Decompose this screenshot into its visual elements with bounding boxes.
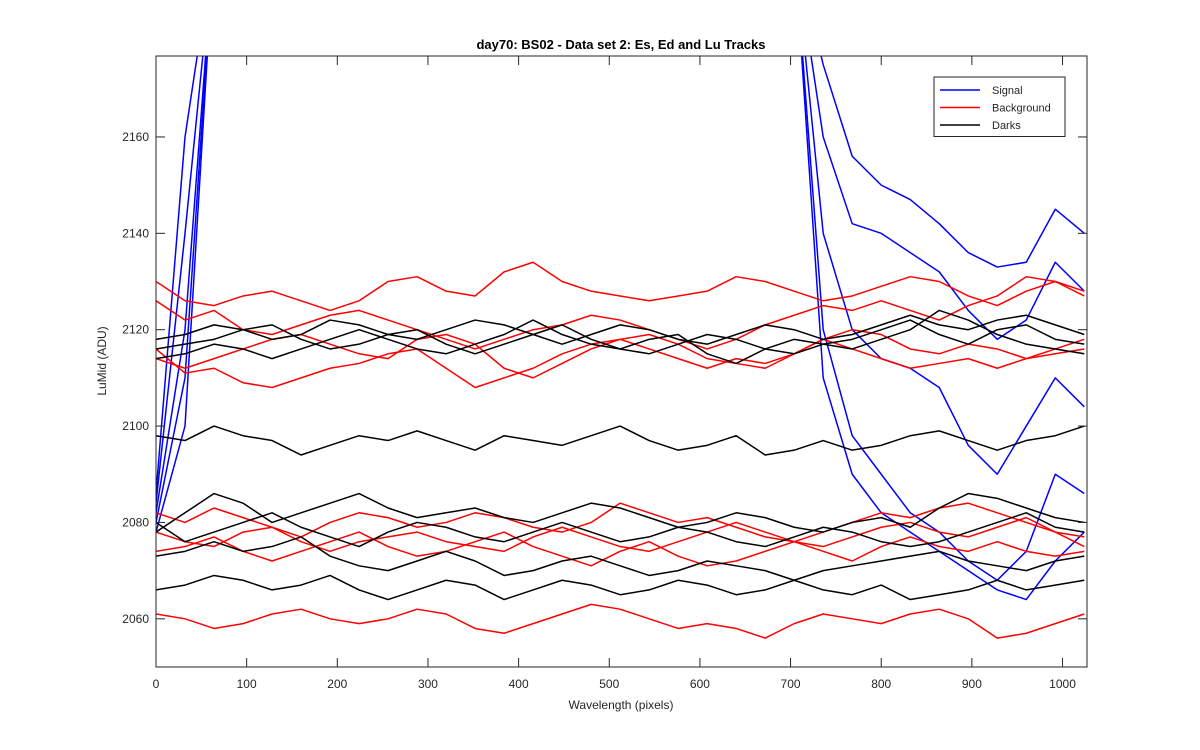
- x-tick-label: 300: [418, 677, 438, 691]
- legend-label: Background: [992, 103, 1051, 115]
- series-line: [156, 603, 1085, 639]
- axes-box: [155, 55, 1088, 668]
- series-line: [156, 314, 1085, 345]
- y-tick-label: 2160: [122, 130, 149, 144]
- y-axis-label: LuMid (ADU): [95, 326, 109, 395]
- x-tick-label: 800: [871, 677, 891, 691]
- series-line: [156, 56, 1085, 494]
- x-tick-label: 200: [327, 677, 347, 691]
- series-line: [156, 536, 1085, 582]
- x-tick-label: 900: [962, 677, 982, 691]
- y-tick-label: 2080: [122, 515, 149, 529]
- x-tick-label: 400: [509, 677, 529, 691]
- x-tick-label: 0: [153, 677, 160, 691]
- series-line: [156, 492, 1085, 533]
- axes: 0 100 200 300 400 500 600 700 800 900 1000 2060 2080…: [122, 56, 1087, 691]
- plot-area: [156, 56, 1087, 667]
- series-line: [156, 574, 1085, 601]
- legend: Signal Background Darks: [933, 76, 1066, 137]
- series-line: [156, 261, 1085, 312]
- y-tick-label: 2100: [122, 419, 149, 433]
- x-tick-label: 100: [237, 677, 257, 691]
- series-line: [156, 516, 1085, 553]
- legend-label: Darks: [992, 120, 1021, 132]
- series-line: [156, 425, 1085, 456]
- series-line: [156, 56, 1085, 513]
- y-tick-label: 2060: [122, 612, 149, 626]
- lines: [156, 56, 1085, 639]
- series-line: [156, 502, 1085, 543]
- x-tick-label: 600: [690, 677, 710, 691]
- series-line: [156, 56, 1085, 504]
- series-line: [156, 56, 1085, 582]
- x-tick-label: 500: [599, 677, 619, 691]
- chart-title: day70: BS02 - Data set 2: Es, Ed and Lu …: [476, 37, 765, 52]
- y-tick-label: 2120: [122, 323, 149, 337]
- legend-label: Signal: [992, 85, 1023, 97]
- x-axis-label: Wavelength (pixels): [569, 698, 674, 712]
- x-tick-label: 700: [781, 677, 801, 691]
- x-tick-label: 1000: [1049, 677, 1076, 691]
- series-line: [156, 338, 1085, 389]
- series-line: [156, 309, 1085, 365]
- series-line: [156, 512, 1085, 548]
- y-tick-label: 2140: [122, 226, 149, 240]
- series-line: [156, 56, 1085, 601]
